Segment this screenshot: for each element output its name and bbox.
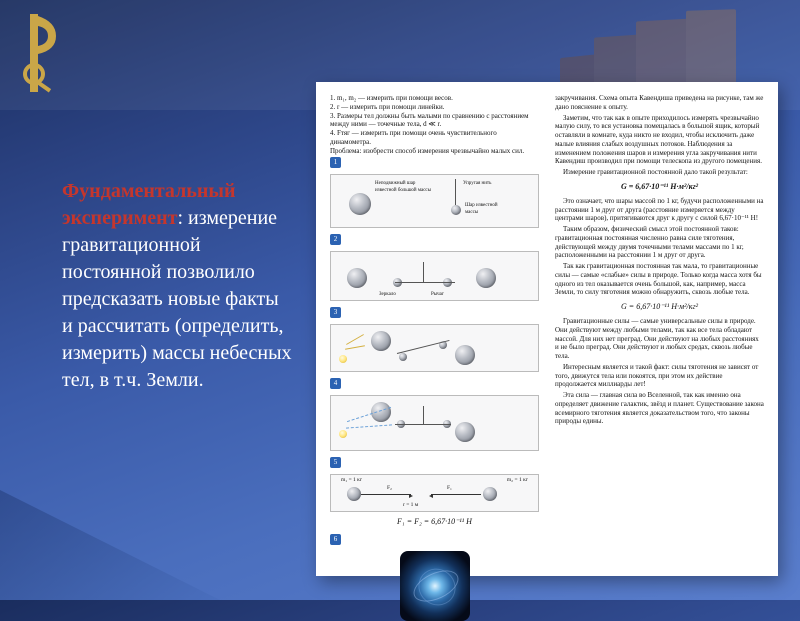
fig5-F2: F₂ [387,485,392,492]
para: закручивания. Схема опыта Кавендиша прив… [555,94,764,112]
formula-G-2: G = 6,67·10⁻¹¹ Н·м²/кг² [555,302,764,312]
fig-badge: 5 [330,457,341,468]
textbook-page: 1. m₁, m₂ — измерить при помощи весов. 2… [316,82,778,576]
fig-badge: 1 [330,157,341,168]
para: Таким образом, физический смысл этой пос… [555,225,764,260]
fig1-label-c: Шар известной массы [465,203,505,216]
intro-item: 3. Размеры тел должны быть малыми по сра… [330,112,539,130]
figure-2: Зеркало Рычаг [330,251,539,301]
para: Гравитационные силы — самые универсальны… [555,317,764,361]
page-right-column: закручивания. Схема опыта Кавендиша прив… [547,82,778,576]
main-text-body: : измерение гравитационной постоянной по… [62,207,292,391]
para: Эта сила — главная сила во Вселенной, та… [555,391,764,426]
page-left-column: 1. m₁, m₂ — измерить при помощи весов. 2… [316,82,547,576]
figure-5: m₁ = 1 кг m₂ = 1 кг F₂ F₁ r = 1 м [330,474,539,512]
fig1-label-b: Упругая нить [463,181,491,187]
fig5-F1: F₁ [447,485,452,492]
corner-decoration [0,490,220,600]
logo [14,8,70,98]
fig5-m1: m₁ = 1 кг [341,477,362,484]
formula-G-1: G = 6,67·10⁻¹¹ Н·м²/кг² [555,182,764,192]
fig1-label-a: Неподвижный шар известной большой массы [375,181,435,194]
fig5-m2: m₂ = 1 кг [507,477,528,484]
fig-badge: 4 [330,378,341,389]
para: Так как гравитационная постоянная так ма… [555,262,764,297]
fig5-r: r = 1 м [403,502,418,509]
intro-item: 1. m₁, m₂ — измерить при помощи весов. [330,94,539,103]
main-text-block: Фундаментальный эксперимент: измерение г… [62,178,292,394]
figure-1: Неподвижный шар известной большой массы … [330,174,539,228]
intro-item: 2. r — измерить при помощи линейки. [330,103,539,112]
figure-3 [330,324,539,372]
para: Интересным является и такой факт: силы т… [555,363,764,389]
figure-4 [330,395,539,451]
para: Измерение гравитационной постоянной дало… [555,168,764,177]
fig5-formula: F₁ = F₂ = 6,67·10⁻¹¹ Н [330,517,539,527]
fig-badge: 6 [330,534,341,545]
fig-badge: 3 [330,307,341,318]
para: Это означает, что шары массой по 1 кг, б… [555,197,764,223]
fig2-label-e: Рычаг [431,292,444,298]
para: Заметим, что так как в опыте приходилось… [555,114,764,167]
intro-list: 1. m₁, m₂ — измерить при помощи весов. 2… [330,94,539,155]
fig-badge: 2 [330,234,341,245]
figure-6-galaxy [400,551,470,621]
intro-item: 4. Fтяг — измерить при помощи очень чувс… [330,129,539,147]
intro-item: Проблема: изобрести способ измерения чре… [330,147,539,156]
fig2-label-d: Зеркало [379,292,396,298]
